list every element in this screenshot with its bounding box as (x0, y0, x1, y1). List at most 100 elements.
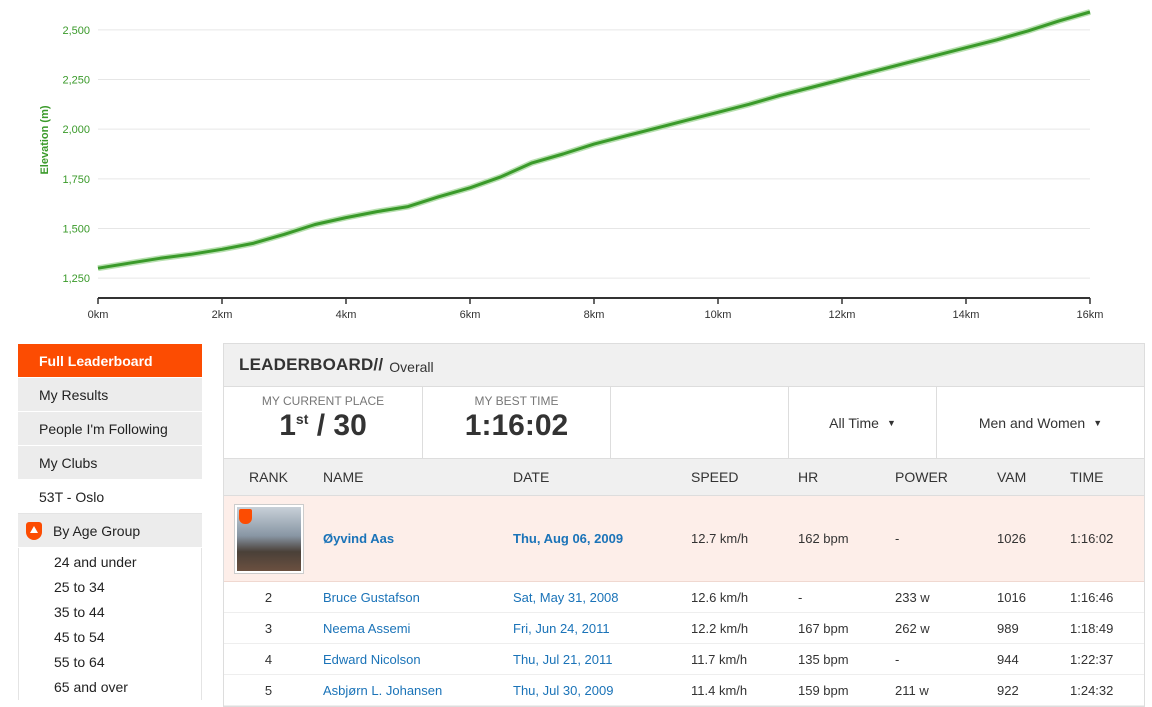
age-group-list: 24 and under 25 to 34 35 to 44 45 to 54 … (18, 548, 202, 700)
table-row[interactable]: 3 Neema Assemi Fri, Jun 24, 2011 12.2 km… (224, 612, 1144, 644)
time-filter-dropdown[interactable]: All Time ▼ (789, 387, 937, 458)
age-group-item[interactable]: 24 and under (54, 554, 137, 570)
speed-cell: 12.6 km/h (681, 581, 788, 613)
y-axis-ticks: 1,250 1,500 1,750 2,000 2,250 2,500 (62, 25, 90, 285)
power-cell: 211 w (885, 674, 987, 706)
x-axis: 0km 2km 4km 6km 8km 10km 12km 14km 16km (88, 297, 1104, 321)
sidebar-item-my-clubs[interactable]: My Clubs (18, 446, 202, 480)
athlete-name-link[interactable]: Edward Nicolson (323, 651, 421, 667)
activity-date-link[interactable]: Fri, Jun 24, 2011 (513, 620, 610, 636)
table-row-current-athlete[interactable]: Øyvind Aas Thu, Aug 06, 2009 12.7 km/h 1… (224, 495, 1144, 582)
elevation-series (97, 9, 1091, 272)
leaderboard-table: RANK NAME DATE SPEED HR POWER VAM TIME Ø… (224, 459, 1144, 706)
stat-label: MY BEST TIME (474, 394, 559, 408)
sidebar-item-people-following[interactable]: People I'm Following (18, 412, 202, 446)
column-header-date[interactable]: DATE (503, 459, 681, 496)
vam-cell: 1026 (987, 495, 1060, 582)
y-axis-label: Elevation (m) (39, 105, 51, 174)
column-header-power[interactable]: POWER (885, 459, 987, 496)
sidebar-item-full-leaderboard[interactable]: Full Leaderboard (18, 344, 202, 378)
name-cell: Øyvind Aas (313, 495, 503, 582)
elevation-line (97, 10, 1091, 270)
caret-down-icon: ▼ (886, 417, 896, 428)
column-header-vam[interactable]: VAM (987, 459, 1060, 496)
table-row[interactable]: 2 Bruce Gustafson Sat, May 31, 2008 12.6… (224, 581, 1144, 613)
leaderboard-sidebar: Full Leaderboard My Results People I'm F… (18, 344, 202, 700)
gender-filter-dropdown[interactable]: Men and Women ▼ (937, 387, 1144, 458)
leaderboard-title: LEADERBOARD// (239, 355, 384, 374)
table-row[interactable]: 5 Asbjørn L. Johansen Thu, Jul 30, 2009 … (224, 674, 1144, 706)
table-row[interactable]: 4 Edward Nicolson Thu, Jul 21, 2011 11.7… (224, 643, 1144, 675)
power-cell: 262 w (885, 612, 987, 644)
place-number: 1 (279, 409, 296, 442)
caret-down-icon: ▼ (1093, 417, 1103, 428)
y-tick-label: 2,000 (62, 124, 90, 136)
date-cell: Thu, Jul 30, 2009 (503, 674, 681, 706)
x-tick-label: 8km (584, 309, 605, 321)
speed-cell: 12.2 km/h (681, 612, 788, 644)
sidebar-item-club-53t-oslo[interactable]: 53T - Oslo (18, 480, 202, 514)
column-header-time[interactable]: TIME (1060, 459, 1144, 496)
hr-cell: - (788, 581, 885, 613)
hr-cell: 135 bpm (788, 643, 885, 675)
column-header-hr[interactable]: HR (788, 459, 885, 496)
leaderboard-header: LEADERBOARD// Overall (224, 344, 1144, 387)
column-header-rank[interactable]: RANK (224, 459, 313, 496)
activity-date-link[interactable]: Thu, Aug 06, 2009 (513, 531, 624, 546)
y-tick-label: 1,250 (62, 273, 90, 285)
x-tick-label: 2km (212, 309, 233, 321)
athlete-name-link[interactable]: Øyvind Aas (323, 531, 395, 546)
vam-cell: 989 (987, 612, 1060, 644)
stat-label: MY CURRENT PLACE (261, 394, 385, 408)
x-tick-label: 6km (460, 309, 481, 321)
rank-cell: 2 (224, 581, 313, 613)
sidebar-item-my-results[interactable]: My Results (18, 378, 202, 412)
athlete-name-link[interactable]: Bruce Gustafson (323, 589, 420, 605)
activity-date-link[interactable]: Thu, Jul 21, 2011 (513, 651, 613, 667)
rank-cell: 3 (224, 612, 313, 644)
my-best-time: MY BEST TIME 1:16:02 (423, 387, 611, 458)
age-group-item[interactable]: 35 to 44 (54, 604, 105, 620)
speed-cell: 11.4 km/h (681, 674, 788, 706)
leaderboard-panel: LEADERBOARD// Overall MY CURRENT PLACE 1… (223, 343, 1145, 707)
activity-date-link[interactable]: Thu, Jul 30, 2009 (513, 682, 614, 698)
age-group-item[interactable]: 55 to 64 (54, 654, 105, 670)
x-tick-label: 12km (829, 309, 856, 321)
rank-cell: 4 (224, 643, 313, 675)
vam-cell: 1016 (987, 581, 1060, 613)
avatar[interactable] (234, 503, 304, 574)
y-tick-label: 2,500 (62, 25, 90, 37)
x-tick-label: 4km (336, 309, 357, 321)
athlete-name-link[interactable]: Neema Assemi (323, 620, 411, 636)
age-group-item[interactable]: 45 to 54 (54, 629, 105, 645)
strava-badge-icon (26, 521, 42, 540)
power-cell: - (885, 495, 987, 582)
column-header-speed[interactable]: SPEED (681, 459, 788, 496)
athlete-name-link[interactable]: Asbjørn L. Johansen (323, 682, 443, 698)
sidebar-item-by-age-group[interactable]: By Age Group (18, 514, 202, 548)
age-group-item[interactable]: 65 and over (54, 679, 128, 695)
hr-cell: 167 bpm (788, 612, 885, 644)
name-cell: Asbjørn L. Johansen (313, 674, 503, 706)
date-cell: Sat, May 31, 2008 (503, 581, 681, 613)
date-cell: Thu, Jul 21, 2011 (503, 643, 681, 675)
sidebar-item-label: By Age Group (53, 522, 141, 539)
activity-date-link[interactable]: Sat, May 31, 2008 (513, 589, 619, 605)
name-cell: Neema Assemi (313, 612, 503, 644)
x-tick-label: 0km (88, 309, 109, 321)
power-cell: 233 w (885, 581, 987, 613)
hr-cell: 162 bpm (788, 495, 885, 582)
age-group-item[interactable]: 25 to 34 (54, 579, 105, 595)
column-header-name[interactable]: NAME (313, 459, 503, 496)
time-cell: 1:16:46 (1060, 581, 1144, 613)
speed-cell: 11.7 km/h (681, 643, 788, 675)
x-tick-label: 16km (1077, 309, 1104, 321)
y-tick-label: 1,500 (62, 223, 90, 235)
stat-value: 1:16:02 (464, 409, 569, 442)
date-cell: Fri, Jun 24, 2011 (503, 612, 681, 644)
table-header-row: RANK NAME DATE SPEED HR POWER VAM TIME (224, 459, 1144, 496)
my-stats-row: MY CURRENT PLACE 1st / 30 MY BEST TIME 1… (224, 387, 1144, 459)
my-current-place: MY CURRENT PLACE 1st / 30 (224, 387, 423, 458)
rank-cell (224, 495, 313, 582)
speed-cell: 12.7 km/h (681, 495, 788, 582)
